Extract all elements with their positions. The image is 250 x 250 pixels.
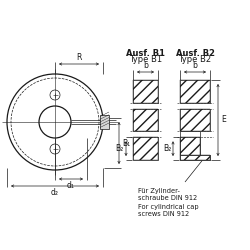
Text: schraube DIN 912: schraube DIN 912 (138, 195, 197, 201)
Bar (180, 137, 200, 155)
Bar (180, 155, 210, 160)
Bar (133, 80, 158, 103)
Text: d₁: d₁ (67, 181, 75, 190)
Text: E: E (221, 116, 226, 124)
Text: B₂: B₂ (116, 144, 124, 153)
Text: b: b (192, 61, 198, 70)
Text: Type B1: Type B1 (129, 55, 162, 64)
Bar (180, 109, 210, 131)
Text: Für Zylinder-: Für Zylinder- (138, 188, 180, 194)
Text: B₂: B₂ (163, 144, 171, 153)
Bar (100, 115, 109, 129)
Bar (133, 137, 158, 160)
Text: Type B2: Type B2 (178, 55, 212, 64)
Text: For cylindrical cap: For cylindrical cap (138, 204, 198, 210)
Bar (180, 80, 210, 103)
Text: b: b (143, 61, 148, 70)
Bar (133, 80, 158, 103)
Bar (180, 155, 210, 160)
Bar (180, 109, 210, 131)
Bar (133, 109, 158, 131)
Bar (180, 137, 200, 155)
Text: B₁: B₁ (122, 138, 130, 147)
Bar (133, 109, 158, 131)
Bar (133, 137, 158, 160)
Bar (180, 80, 210, 103)
Text: Ausf. B2: Ausf. B2 (176, 49, 214, 58)
Text: d₂: d₂ (51, 188, 59, 197)
Text: Ausf. B1: Ausf. B1 (126, 49, 165, 58)
Text: R: R (76, 53, 82, 62)
Text: screws DIN 912: screws DIN 912 (138, 211, 189, 217)
